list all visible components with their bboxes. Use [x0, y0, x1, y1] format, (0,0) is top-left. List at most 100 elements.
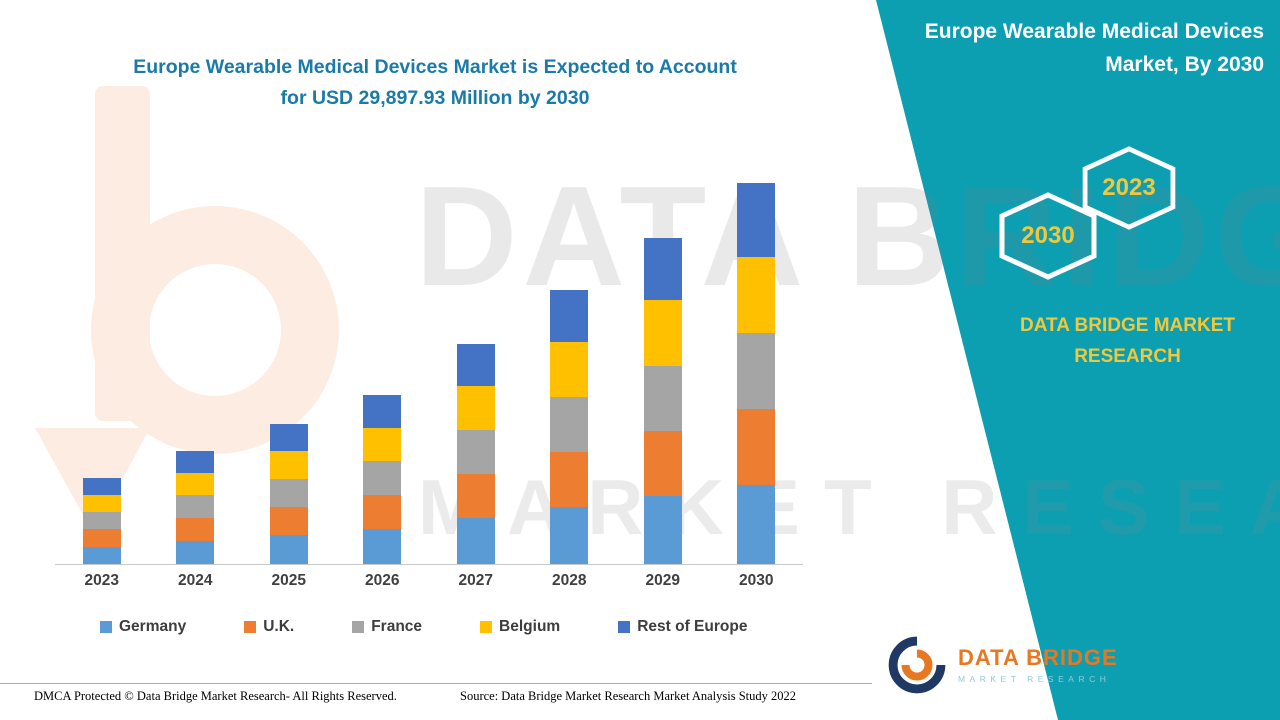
footer-divider [0, 683, 872, 684]
legend-label: France [371, 618, 423, 635]
legend-item-rest-of-europe: Rest of Europe [618, 618, 747, 636]
watermark-text-line1: DATA BRIDGE [415, 157, 1280, 316]
x-axis-labels: 2023 2024 2025 2026 2027 2028 2029 2030 [55, 572, 803, 590]
bar-segment-2029-rest-of-europe [643, 237, 682, 301]
bar-segment-2023-germany [82, 546, 121, 565]
bar-segment-2027-rest-of-europe [456, 343, 495, 387]
logo-name: DATA BRIDGE [958, 645, 1118, 671]
legend-swatch [618, 621, 631, 633]
bar-2027 [456, 343, 495, 565]
bar-segment-2029-france [643, 365, 682, 431]
bar-segment-2027-france [456, 430, 495, 475]
bar-segment-2024-france [176, 495, 215, 519]
bar-segment-2030-germany [737, 484, 776, 565]
x-axis-label-2027: 2027 [458, 572, 493, 589]
bar-segment-2027-germany [456, 518, 495, 565]
chart-legend: Germany U.K. France Belgium Rest of Europe [100, 618, 820, 636]
x-axis-label-2024: 2024 [178, 572, 213, 589]
bar-segment-2024-belgium [176, 472, 215, 496]
bar-2028 [550, 289, 589, 565]
bar-segment-2023-belgium [82, 494, 121, 513]
legend-label: Germany [119, 618, 187, 635]
legend-swatch [480, 621, 493, 633]
bar-2026 [363, 394, 402, 565]
bar-segment-2024-u-k- [176, 518, 215, 541]
bar-segment-2030-rest-of-europe [737, 183, 776, 257]
legend-swatch [100, 621, 112, 633]
bar-segment-2025-germany [269, 535, 308, 565]
chart-title: Europe Wearable Medical Devices Market i… [70, 52, 800, 114]
legend-item-u-k-: U.K. [244, 618, 294, 636]
bar-segment-2026-rest-of-europe [363, 394, 402, 428]
bar-2029 [643, 237, 682, 565]
bar-segment-2028-rest-of-europe [550, 289, 589, 343]
chart-title-line2: for USD 29,897.93 Million by 2030 [280, 87, 590, 110]
brand-text-line2: RESEARCH [1074, 346, 1181, 368]
hexagon-outline [1082, 146, 1176, 230]
bar-segment-2028-belgium [550, 342, 589, 398]
x-axis-label-2023: 2023 [84, 572, 119, 589]
hexagon-2030-label: 2030 [1021, 222, 1075, 249]
legend-label: U.K. [263, 618, 295, 635]
brand-text-line1: DATA BRIDGE MARKET [1020, 315, 1235, 336]
x-axis-label-2029: 2029 [645, 572, 680, 589]
legend-swatch [244, 621, 257, 633]
bar-chart-plot [55, 178, 803, 565]
bar-segment-2025-u-k- [269, 506, 308, 535]
bar-segment-2023-france [82, 512, 121, 530]
bar-segment-2030-u-k- [737, 408, 776, 485]
chart-title-line1: Europe Wearable Medical Devices Market i… [133, 56, 737, 78]
bar-segment-2029-germany [643, 496, 682, 565]
hexagon-2030: 2030 [997, 192, 1099, 280]
x-axis-label-2030: 2030 [739, 572, 774, 589]
footer-copyright: DMCA Protected © Data Bridge Market Rese… [34, 689, 397, 703]
bar-2024 [176, 450, 215, 565]
bar-segment-2028-france [550, 397, 589, 453]
side-panel-title-line1: Europe Wearable Medical Devices [924, 20, 1264, 43]
side-panel-title-line2: Market, By 2030 [1105, 52, 1264, 76]
bar-segment-2028-germany [550, 506, 589, 565]
hexagon-2023-label: 2023 [1102, 174, 1156, 201]
hexagon-2023: 2023 [1080, 146, 1178, 230]
bar-segment-2025-belgium [269, 450, 308, 479]
bar-segment-2028-u-k- [550, 452, 589, 507]
databridge-logo: DATA BRIDGE MARKET RESEARCH [886, 634, 1118, 696]
bar-segment-2029-belgium [643, 300, 682, 366]
bar-segment-2024-rest-of-europe [176, 450, 215, 473]
databridge-logo-text: DATA BRIDGE MARKET RESEARCH [958, 645, 1118, 684]
brand-text: DATA BRIDGE MARKET RESEARCH [995, 310, 1260, 373]
legend-item-belgium: Belgium [480, 618, 560, 636]
bar-segment-2027-u-k- [456, 474, 495, 519]
bar-2030 [737, 183, 776, 565]
bar-segment-2027-belgium [456, 386, 495, 431]
bar-segment-2030-belgium [737, 256, 776, 333]
hexagon-outline [999, 192, 1097, 280]
bar-2025 [269, 423, 308, 565]
bar-segment-2026-belgium [363, 427, 402, 462]
bar-2023 [82, 478, 121, 565]
x-axis-label-2026: 2026 [365, 572, 400, 589]
legend-label: Belgium [499, 618, 561, 635]
bar-segment-2025-rest-of-europe [269, 423, 308, 451]
legend-item-france: France [352, 618, 422, 636]
legend-swatch [352, 621, 365, 633]
side-panel-title: Europe Wearable Medical Devices Market, … [854, 16, 1264, 81]
legend-item-germany: Germany [100, 618, 186, 636]
logo-subtitle: MARKET RESEARCH [958, 673, 1111, 684]
bar-segment-2024-germany [176, 540, 215, 565]
bar-segment-2026-france [363, 461, 402, 496]
bar-segment-2026-germany [363, 529, 402, 565]
bar-series-container [55, 178, 803, 565]
legend-label: Rest of Europe [637, 618, 748, 635]
x-axis-line [55, 564, 803, 565]
bar-segment-2026-u-k- [363, 495, 402, 530]
footer-source: Source: Data Bridge Market Research Mark… [460, 689, 797, 703]
x-axis-label-2025: 2025 [271, 572, 306, 589]
bar-segment-2023-u-k- [82, 529, 121, 547]
bar-segment-2030-france [737, 332, 776, 409]
x-axis-label-2028: 2028 [552, 572, 587, 589]
databridge-logo-icon [888, 636, 946, 694]
bar-segment-2029-u-k- [643, 430, 682, 496]
bar-segment-2025-france [269, 478, 308, 507]
